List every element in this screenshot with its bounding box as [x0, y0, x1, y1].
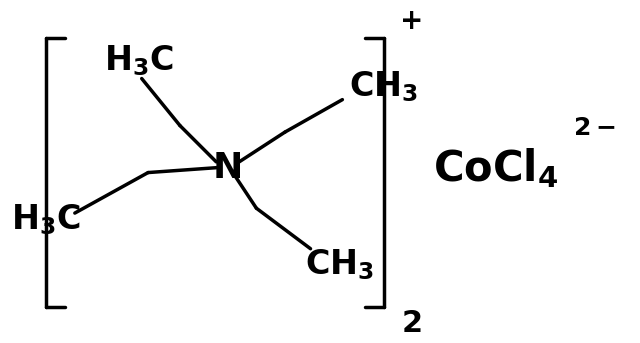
Text: $\mathregular{H_3C}$: $\mathregular{H_3C}$	[12, 202, 81, 237]
Text: 2: 2	[402, 309, 423, 338]
Text: $\mathregular{2-}$: $\mathregular{2-}$	[573, 116, 616, 140]
Text: $\mathregular{H_3C}$: $\mathregular{H_3C}$	[104, 43, 173, 78]
Text: $\mathregular{CH_3}$: $\mathregular{CH_3}$	[349, 69, 419, 104]
Text: $\mathregular{CH_3}$: $\mathregular{CH_3}$	[305, 247, 374, 282]
Text: N: N	[212, 151, 243, 185]
Text: $\mathregular{CoCl_4}$: $\mathregular{CoCl_4}$	[433, 146, 558, 190]
Text: +: +	[400, 7, 423, 35]
